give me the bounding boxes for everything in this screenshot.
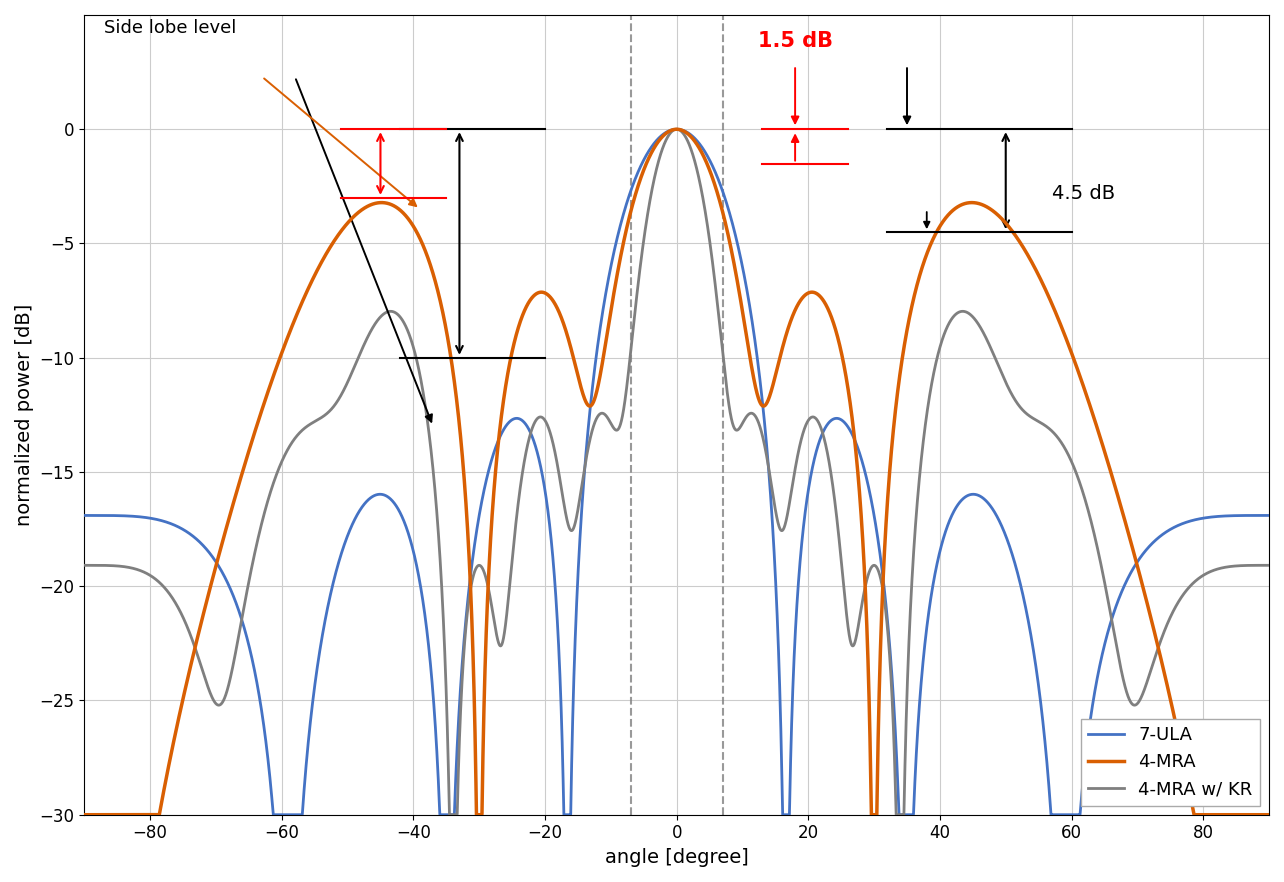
4-MRA w/ KR (393, 313, 408, 324)
4-MRA w/ KR (669, 124, 684, 135)
4-MRA (1242, 810, 1257, 820)
4-MRA w/ KR (1242, 560, 1257, 571)
4-MRA (1261, 810, 1276, 820)
7-ULA (77, 510, 92, 520)
Text: 1.5 dB: 1.5 dB (758, 31, 832, 51)
4-MRA w/ KR (77, 560, 92, 571)
4-MRA (801, 288, 817, 298)
Y-axis label: normalized power [dB]: normalized power [dB] (15, 303, 33, 526)
7-ULA (819, 421, 835, 431)
7-ULA (669, 124, 684, 135)
4-MRA w/ KR (1012, 401, 1027, 412)
7-ULA (144, 513, 159, 524)
4-MRA (819, 301, 835, 311)
4-MRA (77, 810, 92, 820)
Legend: 7-ULA, 4-MRA, 4-MRA w/ KR: 7-ULA, 4-MRA, 4-MRA w/ KR (1081, 719, 1260, 805)
7-ULA (1242, 510, 1257, 520)
4-MRA (669, 124, 684, 135)
Text: 4.5 dB: 4.5 dB (1052, 183, 1115, 203)
7-ULA (1261, 510, 1276, 520)
4-MRA (144, 810, 159, 820)
Line: 4-MRA: 4-MRA (85, 130, 1269, 815)
Text: Side lobe level: Side lobe level (104, 19, 236, 37)
4-MRA w/ KR (819, 444, 835, 454)
7-ULA (393, 510, 408, 520)
7-ULA (1012, 575, 1027, 586)
X-axis label: angle [degree]: angle [degree] (605, 848, 749, 867)
4-MRA (393, 206, 408, 216)
4-MRA (1012, 236, 1027, 247)
7-ULA (801, 480, 817, 490)
4-MRA w/ KR (1261, 560, 1276, 571)
7-ULA (266, 810, 281, 820)
Line: 4-MRA w/ KR: 4-MRA w/ KR (85, 130, 1269, 815)
4-MRA w/ KR (801, 414, 817, 424)
4-MRA w/ KR (144, 572, 159, 582)
4-MRA w/ KR (442, 810, 457, 820)
Line: 7-ULA: 7-ULA (85, 130, 1269, 815)
